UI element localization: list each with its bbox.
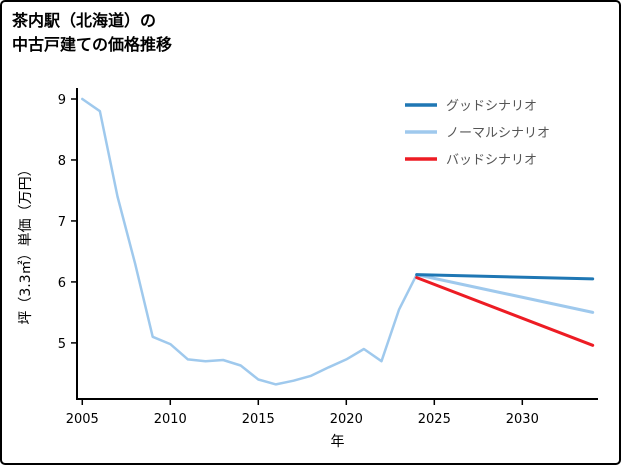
x-tick-label: 2010 bbox=[154, 412, 187, 427]
x-tick-label: 2025 bbox=[418, 412, 451, 427]
x-axis-label: 年 bbox=[331, 434, 345, 450]
legend-label: グッドシナリオ bbox=[446, 99, 537, 114]
y-axis-label: 坪（3.3㎡）単価（万円） bbox=[18, 162, 34, 324]
axis-label-layer: 年 坪（3.3㎡）単価（万円） bbox=[18, 162, 345, 450]
x-tick-label: 2030 bbox=[506, 412, 539, 427]
x-tick-label: 2005 bbox=[66, 412, 99, 427]
y-tick-label: 6 bbox=[58, 276, 66, 291]
legend-label: バッドシナリオ bbox=[446, 153, 537, 168]
x-tick-label: 2020 bbox=[330, 412, 363, 427]
series-layer bbox=[81, 97, 595, 386]
y-tick-label: 5 bbox=[58, 337, 66, 352]
series-line-bad bbox=[415, 276, 595, 347]
y-tick-label: 7 bbox=[58, 215, 66, 230]
x-tick-label: 2015 bbox=[242, 412, 275, 427]
chart-title-line1: 茶内駅（北海道）の bbox=[12, 11, 157, 30]
series-line-normal bbox=[415, 273, 595, 314]
tick-layer: 2005 2010 2015 2020 2025 2030 5 6 7 8 9 bbox=[58, 93, 539, 427]
chart-title: 茶内駅（北海道）の 中古戸建ての価格推移 bbox=[12, 9, 172, 57]
series-line-history bbox=[81, 97, 418, 386]
y-tick-label: 8 bbox=[58, 154, 66, 169]
legend-label: ノーマルシナリオ bbox=[446, 126, 550, 141]
chart-title-line2: 中古戸建ての価格推移 bbox=[12, 35, 173, 54]
series-line-good bbox=[415, 273, 595, 281]
y-tick-label: 9 bbox=[58, 93, 66, 108]
axes bbox=[76, 88, 598, 400]
